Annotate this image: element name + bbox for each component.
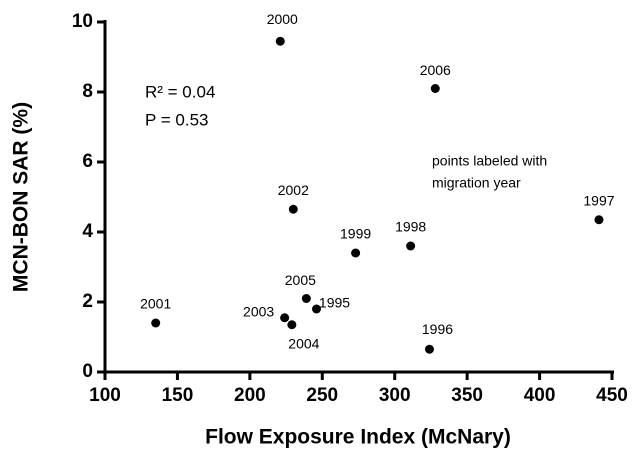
y-tick-label: 0: [82, 361, 93, 382]
point: [351, 248, 361, 258]
point: [430, 84, 440, 93]
point-label: 1999: [340, 226, 371, 242]
x-tick-label: 150: [162, 385, 194, 406]
point-label: 2004: [288, 335, 319, 351]
point-label: 1997: [583, 192, 614, 208]
y-tick-label: 2: [82, 291, 93, 312]
y-axis-title: MCN-BON SAR (%): [10, 102, 33, 292]
x-tick-label: 300: [379, 385, 411, 406]
annotation: R² = 0.04: [145, 82, 215, 101]
point-label: 2002: [278, 182, 309, 198]
point-label: 2000: [267, 11, 298, 27]
x-tick-label: 200: [234, 385, 266, 406]
point: [301, 294, 311, 303]
point-label: 1998: [395, 219, 426, 235]
y-tick-label: 4: [82, 221, 93, 242]
x-tick-label: 400: [524, 385, 556, 406]
point: [424, 344, 434, 354]
point-label: 2001: [140, 296, 171, 312]
x-tick-label: 350: [451, 385, 483, 406]
y-tick-label: 6: [82, 151, 93, 172]
point: [151, 318, 161, 328]
x-axis-title: Flow Exposure Index (McNary): [205, 426, 511, 449]
point: [280, 313, 290, 323]
point-label: 2005: [285, 272, 316, 288]
point: [275, 36, 285, 46]
y-tick-label: 8: [82, 81, 93, 102]
x-tick-label: 100: [89, 385, 121, 406]
note: migration year: [432, 175, 521, 191]
point-label: 1995: [319, 295, 350, 311]
point: [594, 215, 604, 225]
point: [311, 304, 321, 314]
point: [406, 241, 416, 251]
point: [287, 320, 297, 330]
x-tick-label: 450: [596, 385, 628, 406]
y-tick-label: 10: [72, 11, 93, 32]
annotation: P = 0.53: [145, 110, 209, 129]
point-label: 1996: [422, 321, 453, 337]
x-tick-label: 250: [306, 385, 338, 406]
point-label: 2006: [420, 62, 451, 78]
point: [288, 204, 298, 214]
point-label: 2003: [243, 303, 274, 319]
note: points labeled with: [432, 153, 547, 169]
